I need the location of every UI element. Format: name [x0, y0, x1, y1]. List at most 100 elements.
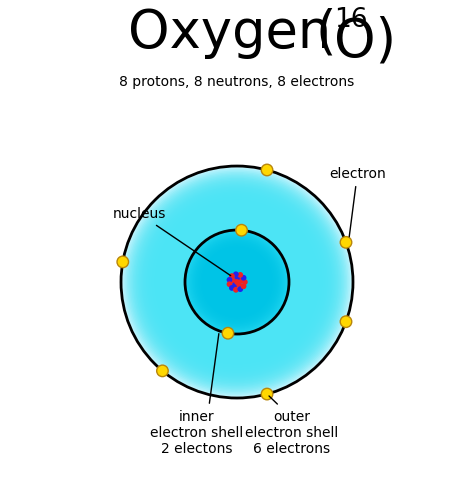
Circle shape — [236, 281, 238, 283]
Circle shape — [209, 254, 265, 310]
Circle shape — [241, 283, 246, 289]
Circle shape — [234, 275, 240, 281]
Circle shape — [237, 272, 243, 278]
Circle shape — [174, 219, 300, 345]
Circle shape — [213, 257, 261, 307]
Circle shape — [178, 223, 296, 341]
Circle shape — [208, 253, 266, 311]
Circle shape — [140, 185, 334, 379]
Circle shape — [180, 225, 294, 339]
Circle shape — [227, 271, 247, 293]
Circle shape — [232, 277, 242, 287]
Circle shape — [206, 251, 268, 313]
Circle shape — [166, 212, 308, 352]
Circle shape — [150, 195, 324, 369]
Circle shape — [161, 206, 313, 359]
Circle shape — [204, 249, 270, 315]
Circle shape — [210, 254, 264, 309]
Circle shape — [236, 225, 247, 236]
Circle shape — [217, 261, 257, 303]
Circle shape — [228, 273, 246, 291]
Circle shape — [200, 245, 274, 319]
Circle shape — [201, 245, 273, 319]
Circle shape — [236, 281, 238, 283]
Circle shape — [218, 263, 256, 301]
Circle shape — [233, 271, 239, 277]
Circle shape — [122, 168, 352, 397]
Circle shape — [229, 273, 235, 279]
Circle shape — [242, 279, 248, 285]
Circle shape — [190, 235, 284, 329]
Text: 16: 16 — [334, 7, 368, 33]
Circle shape — [149, 194, 325, 370]
Circle shape — [155, 200, 319, 364]
Circle shape — [130, 175, 344, 389]
Text: 8 protons, 8 neutrons, 8 electrons: 8 protons, 8 neutrons, 8 electrons — [119, 75, 355, 89]
Circle shape — [187, 232, 287, 332]
Circle shape — [233, 278, 241, 286]
Circle shape — [203, 248, 271, 316]
Circle shape — [231, 276, 243, 288]
Circle shape — [153, 198, 321, 366]
Circle shape — [146, 191, 328, 373]
Circle shape — [221, 266, 253, 298]
Circle shape — [126, 171, 348, 394]
Circle shape — [227, 281, 232, 287]
Circle shape — [227, 272, 247, 292]
Circle shape — [213, 258, 261, 306]
Circle shape — [261, 164, 273, 176]
Circle shape — [235, 280, 239, 284]
Circle shape — [210, 255, 264, 308]
Circle shape — [168, 213, 306, 351]
Circle shape — [192, 238, 282, 327]
Circle shape — [216, 261, 258, 303]
Circle shape — [194, 240, 280, 324]
Text: Oxygen: Oxygen — [128, 7, 331, 59]
Circle shape — [131, 176, 343, 388]
Circle shape — [165, 210, 309, 354]
Circle shape — [217, 262, 257, 302]
Circle shape — [185, 230, 289, 334]
Text: inner
electron shell
2 electons: inner electron shell 2 electons — [150, 410, 244, 456]
Circle shape — [227, 277, 232, 282]
Circle shape — [186, 231, 288, 333]
Text: outer
electron shell
6 electrons: outer electron shell 6 electrons — [245, 410, 338, 456]
Circle shape — [134, 179, 340, 385]
Circle shape — [228, 272, 246, 292]
Circle shape — [143, 188, 331, 376]
Circle shape — [164, 209, 310, 355]
Circle shape — [220, 265, 254, 299]
Circle shape — [189, 234, 285, 331]
Circle shape — [206, 251, 268, 313]
Circle shape — [205, 250, 269, 314]
Circle shape — [340, 237, 352, 248]
Circle shape — [215, 260, 259, 304]
Circle shape — [128, 174, 346, 391]
Circle shape — [214, 259, 260, 306]
Circle shape — [238, 278, 244, 284]
Circle shape — [261, 388, 273, 400]
Circle shape — [188, 233, 286, 331]
Circle shape — [197, 242, 277, 321]
Text: nucleus: nucleus — [113, 207, 231, 276]
Circle shape — [210, 255, 264, 308]
Circle shape — [197, 241, 277, 322]
Circle shape — [156, 201, 318, 363]
Circle shape — [222, 327, 234, 339]
Circle shape — [224, 269, 250, 295]
Circle shape — [232, 282, 237, 288]
Circle shape — [193, 238, 281, 326]
Circle shape — [199, 244, 275, 320]
Circle shape — [138, 184, 336, 380]
Circle shape — [219, 265, 255, 300]
Circle shape — [229, 275, 245, 290]
Circle shape — [228, 273, 246, 291]
Text: (: ( — [315, 7, 336, 59]
Circle shape — [211, 256, 263, 308]
Circle shape — [171, 216, 303, 348]
Circle shape — [233, 287, 239, 293]
Circle shape — [237, 282, 242, 288]
Circle shape — [162, 207, 312, 357]
Circle shape — [152, 197, 322, 367]
Circle shape — [241, 275, 246, 281]
